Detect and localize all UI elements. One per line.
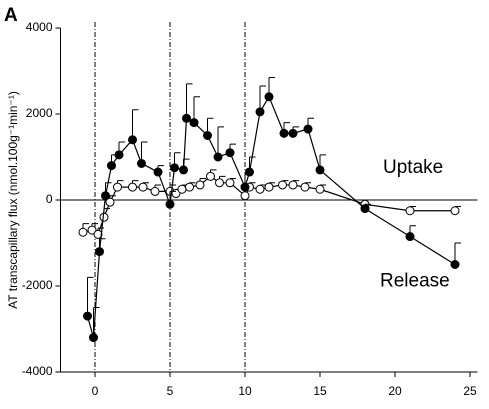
error-bar bbox=[186, 83, 193, 119]
data-point bbox=[264, 92, 274, 102]
data-point bbox=[138, 182, 148, 192]
data-point bbox=[255, 107, 265, 117]
data-point bbox=[206, 171, 215, 181]
y-tick-label: 2000 bbox=[26, 106, 53, 120]
data-point bbox=[315, 165, 325, 175]
data-point bbox=[213, 152, 223, 162]
data-point bbox=[87, 225, 97, 235]
data-point bbox=[105, 197, 115, 207]
data-point bbox=[225, 148, 235, 158]
data-point bbox=[450, 206, 460, 216]
data-point bbox=[179, 165, 188, 175]
data-point bbox=[288, 128, 298, 138]
data-point bbox=[185, 182, 194, 192]
data-point bbox=[303, 124, 313, 134]
data-point bbox=[315, 184, 325, 194]
data-point bbox=[150, 186, 160, 196]
x-tick-label: 25 bbox=[463, 384, 477, 398]
data-point bbox=[450, 260, 460, 269]
y-tick-label: 0 bbox=[46, 192, 53, 206]
annotation: Release bbox=[380, 271, 450, 292]
data-point bbox=[245, 167, 254, 177]
y-tick-label: -2000 bbox=[22, 278, 53, 292]
x-tick-label: 5 bbox=[167, 384, 174, 398]
data-point bbox=[93, 229, 103, 239]
error-bar bbox=[132, 109, 139, 140]
data-point bbox=[113, 182, 122, 192]
data-point bbox=[255, 184, 265, 194]
error-bar bbox=[87, 276, 94, 317]
data-point bbox=[264, 182, 274, 192]
data-point bbox=[114, 150, 124, 160]
data-point bbox=[225, 178, 235, 188]
annotation: Uptake bbox=[383, 157, 443, 178]
series-line bbox=[82, 175, 455, 236]
y-tick-label: -4000 bbox=[22, 364, 53, 378]
data-point bbox=[78, 227, 88, 237]
data-point bbox=[177, 184, 187, 194]
x-tick-label: 15 bbox=[313, 384, 327, 398]
data-point bbox=[360, 204, 370, 214]
data-point bbox=[170, 163, 179, 173]
data-point bbox=[300, 182, 310, 192]
series-line bbox=[86, 95, 456, 338]
data-point bbox=[405, 232, 415, 242]
data-point bbox=[128, 182, 137, 192]
data-point bbox=[95, 247, 104, 257]
data-point bbox=[182, 113, 191, 123]
data-point bbox=[279, 128, 289, 138]
data-point bbox=[203, 131, 212, 140]
data-point bbox=[89, 333, 98, 343]
x-tick-label: 10 bbox=[238, 384, 252, 398]
data-point bbox=[240, 182, 250, 192]
data-point bbox=[107, 161, 116, 171]
data-point bbox=[165, 199, 175, 209]
data-point bbox=[83, 311, 92, 321]
data-point bbox=[137, 158, 146, 168]
x-tick-label: 0 bbox=[92, 384, 99, 398]
data-point bbox=[405, 206, 415, 216]
data-point bbox=[189, 118, 199, 128]
data-point bbox=[153, 167, 163, 177]
data-point bbox=[101, 191, 110, 201]
panel-label: A bbox=[4, 5, 18, 26]
data-point bbox=[128, 135, 137, 145]
data-point bbox=[288, 180, 298, 190]
data-point bbox=[240, 191, 250, 201]
y-axis-label: AT transcapillary flux (nmol.100g⁻¹min⁻¹… bbox=[6, 91, 20, 309]
data-point bbox=[278, 180, 287, 190]
data-point bbox=[215, 178, 224, 188]
x-tick-label: 20 bbox=[388, 384, 402, 398]
data-point bbox=[195, 180, 205, 190]
y-tick-label: 4000 bbox=[26, 20, 53, 34]
error-bar bbox=[93, 307, 100, 338]
error-bar bbox=[217, 126, 224, 157]
